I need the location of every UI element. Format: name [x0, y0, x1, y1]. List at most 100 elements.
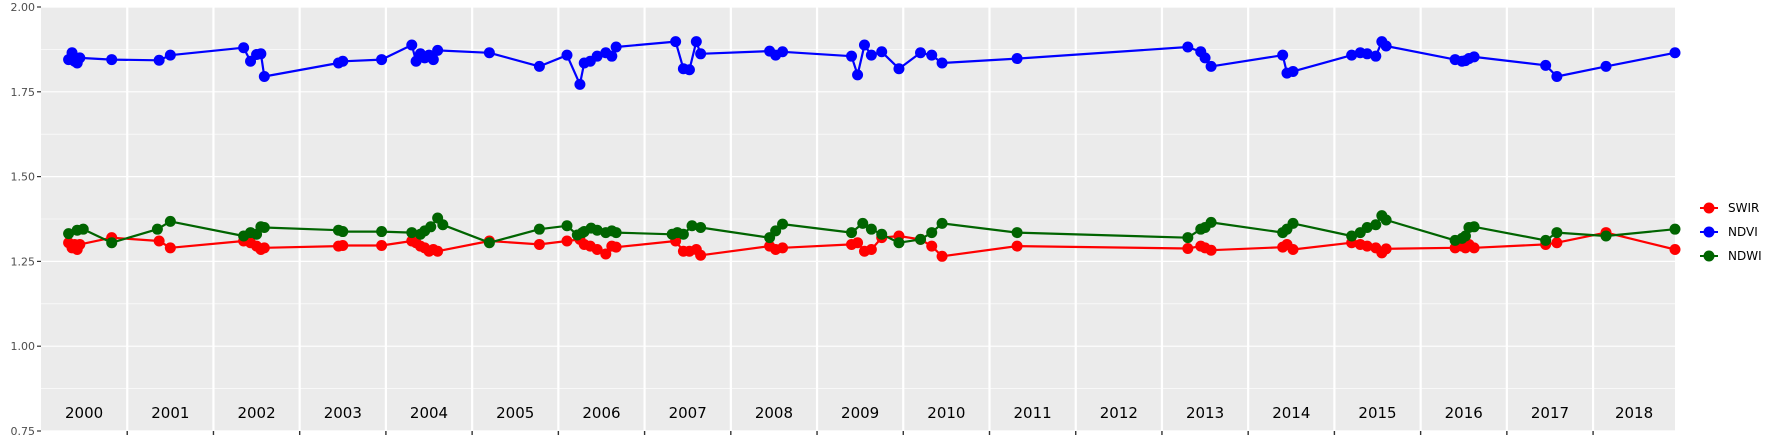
data-point: [865, 223, 877, 235]
legend: SWIR NDVI NDWI: [1700, 201, 1762, 263]
data-point: [432, 245, 444, 257]
series-ndwi: [63, 210, 1681, 249]
data-point: [406, 227, 418, 239]
data-point: [561, 49, 573, 61]
data-point: [926, 227, 938, 239]
data-point: [1600, 60, 1612, 72]
data-point: [1361, 240, 1373, 252]
data-point: [936, 217, 948, 229]
data-point: [777, 242, 789, 254]
year-label: 2000: [65, 404, 103, 422]
legend-label: NDWI: [1728, 249, 1762, 263]
data-point: [1277, 49, 1289, 61]
legend-label: NDVI: [1728, 225, 1758, 239]
year-label: 2008: [755, 404, 793, 422]
data-point: [1459, 230, 1471, 242]
data-point: [437, 219, 449, 231]
data-point: [238, 42, 250, 54]
data-point: [533, 223, 545, 235]
data-point: [1182, 41, 1194, 53]
data-point: [695, 48, 707, 60]
year-label: 2004: [410, 404, 448, 422]
data-point: [777, 218, 789, 230]
y-tick-label: 1.25: [11, 255, 36, 268]
data-point: [915, 233, 927, 245]
data-point: [926, 49, 938, 61]
legend-item-swir: SWIR: [1700, 201, 1759, 215]
data-point: [600, 248, 612, 260]
year-label: 2011: [1014, 404, 1052, 422]
year-labels: 2000 2001 2002 2003 2004 2005 2006 2007 2008 2009…: [65, 404, 1653, 422]
year-label: 2012: [1100, 404, 1138, 422]
data-point: [1346, 230, 1358, 242]
y-tick-label: 2.00: [11, 1, 36, 14]
year-label: 2013: [1186, 404, 1224, 422]
data-point: [376, 54, 388, 66]
data-point: [770, 225, 782, 237]
data-point: [533, 238, 545, 250]
y-tick-label: 1.00: [11, 340, 36, 353]
data-point: [153, 235, 165, 247]
data-point: [77, 223, 89, 235]
year-label: 2010: [927, 404, 965, 422]
data-point: [1182, 232, 1194, 244]
data-point: [695, 249, 707, 261]
grid-lines: [41, 6, 1675, 432]
data-point: [1287, 217, 1299, 229]
data-point: [1551, 71, 1563, 83]
data-point: [777, 46, 789, 58]
data-point: [876, 228, 888, 240]
data-point: [1287, 65, 1299, 77]
data-point: [1199, 52, 1211, 64]
y-tick-label: 1.50: [11, 171, 36, 184]
data-point: [164, 242, 176, 254]
data-point: [561, 235, 573, 247]
data-point: [153, 54, 165, 66]
data-point: [1669, 223, 1681, 235]
y-tick-label: 1.75: [11, 86, 36, 99]
data-point: [1205, 216, 1217, 228]
legend-marker: [1703, 202, 1715, 214]
year-label: 2001: [151, 404, 189, 422]
data-point: [690, 36, 702, 48]
data-point: [591, 224, 603, 236]
data-point: [893, 237, 905, 249]
data-point: [846, 227, 858, 239]
data-point: [106, 237, 118, 249]
data-point: [1182, 243, 1194, 255]
data-point: [683, 64, 695, 76]
data-point: [1380, 243, 1392, 255]
year-label: 2003: [324, 404, 362, 422]
data-point: [677, 228, 689, 240]
data-point: [337, 226, 349, 238]
data-point: [258, 221, 270, 233]
year-label: 2006: [582, 404, 620, 422]
year-label: 2015: [1358, 404, 1396, 422]
data-point: [936, 57, 948, 69]
legend-marker: [1703, 226, 1715, 238]
data-point: [1669, 244, 1681, 256]
data-point: [852, 237, 864, 249]
data-point: [1468, 221, 1480, 233]
data-point: [926, 240, 938, 252]
data-point: [376, 226, 388, 238]
data-point: [483, 237, 495, 249]
data-point: [427, 54, 439, 66]
data-point: [1205, 244, 1217, 256]
data-point: [846, 50, 858, 62]
data-point: [610, 227, 622, 239]
data-point: [695, 221, 707, 233]
data-point: [1540, 234, 1552, 246]
data-point: [857, 217, 869, 229]
data-point: [1380, 214, 1392, 226]
year-label: 2005: [496, 404, 534, 422]
data-point: [858, 39, 870, 51]
legend-item-ndvi: NDVI: [1700, 225, 1758, 239]
data-point: [1346, 49, 1358, 61]
data-point: [1370, 219, 1382, 231]
data-point: [591, 50, 603, 62]
data-point: [1011, 240, 1023, 252]
legend-label: SWIR: [1728, 201, 1759, 215]
y-tick-label: 0.75: [11, 425, 36, 438]
